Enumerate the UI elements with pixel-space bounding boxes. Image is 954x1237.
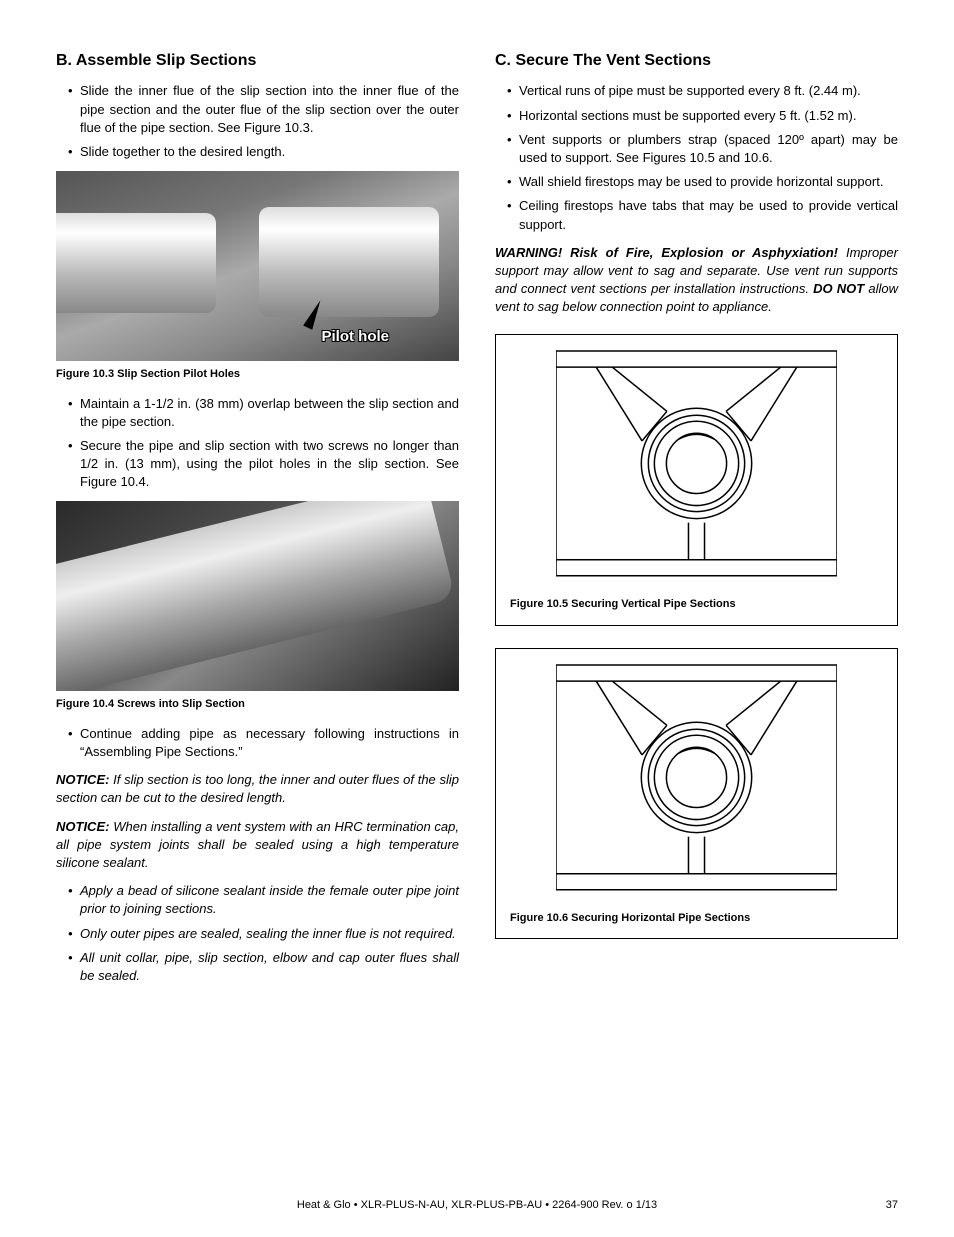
notice-1: NOTICE: If slip section is too long, the… xyxy=(56,771,459,807)
notice-lead: NOTICE: xyxy=(56,819,109,834)
section-b-list-3: Continue adding pipe as necessary follow… xyxy=(56,725,459,761)
list-item: All unit collar, pipe, slip section, elb… xyxy=(68,949,459,985)
pilot-hole-label: Pilot hole xyxy=(322,326,390,347)
list-item: Only outer pipes are sealed, sealing the… xyxy=(68,925,459,943)
list-item: Slide together to the desired length. xyxy=(68,143,459,161)
figure-10-4-caption: Figure 10.4 Screws into Slip Section xyxy=(56,697,459,712)
list-item: Vertical runs of pipe must be supported … xyxy=(507,82,898,100)
figure-10-6-caption: Figure 10.6 Securing Horizontal Pipe Sec… xyxy=(496,901,897,938)
section-c-heading: C. Secure The Vent Sections xyxy=(495,50,898,72)
list-item: Continue adding pipe as necessary follow… xyxy=(68,725,459,761)
section-b-list-4: Apply a bead of silicone sealant inside … xyxy=(56,882,459,985)
list-item: Ceiling firestops have tabs that may be … xyxy=(507,197,898,233)
vertical-strap-svg xyxy=(556,345,837,582)
pipe-illustration xyxy=(56,501,455,691)
list-item: Slide the inner flue of the slip section… xyxy=(68,82,459,137)
list-item: Vent supports or plumbers strap (spaced … xyxy=(507,131,898,167)
section-b-heading: B. Assemble Slip Sections xyxy=(56,50,459,72)
left-column: B. Assemble Slip Sections Slide the inne… xyxy=(56,50,459,995)
figure-10-6-diagram xyxy=(496,649,897,901)
notice-lead: NOTICE: xyxy=(56,772,109,787)
figure-10-3-photo: Pilot hole xyxy=(56,171,459,361)
notice-body: When installing a vent system with an HR… xyxy=(56,819,459,870)
horizontal-strap-svg xyxy=(556,659,837,896)
section-c-list: Vertical runs of pipe must be supported … xyxy=(495,82,898,233)
list-item: Apply a bead of silicone sealant inside … xyxy=(68,882,459,918)
page-footer: Heat & Glo • XLR-PLUS-N-AU, XLR-PLUS-PB-… xyxy=(56,1198,898,1213)
footer-page-number: 37 xyxy=(858,1198,898,1213)
pipe-right-illustration xyxy=(259,207,439,317)
figure-10-5-diagram xyxy=(496,335,897,587)
figure-10-3-caption: Figure 10.3 Slip Section Pilot Holes xyxy=(56,367,459,382)
section-b-list-2: Maintain a 1-1/2 in. (38 mm) overlap bet… xyxy=(56,395,459,492)
footer-center-text: Heat & Glo • XLR-PLUS-N-AU, XLR-PLUS-PB-… xyxy=(96,1198,858,1213)
list-item: Wall shield firestops may be used to pro… xyxy=(507,173,898,191)
right-column: C. Secure The Vent Sections Vertical run… xyxy=(495,50,898,995)
figure-10-6-box: Figure 10.6 Securing Horizontal Pipe Sec… xyxy=(495,648,898,939)
pipe-left-illustration xyxy=(56,213,216,313)
notice-body: If slip section is too long, the inner a… xyxy=(56,772,459,805)
list-item: Horizontal sections must be supported ev… xyxy=(507,107,898,125)
list-item: Maintain a 1-1/2 in. (38 mm) overlap bet… xyxy=(68,395,459,431)
list-item: Secure the pipe and slip section with tw… xyxy=(68,437,459,492)
figure-10-4-photo xyxy=(56,501,459,691)
warning-paragraph: WARNING! Risk of Fire, Explosion or Asph… xyxy=(495,244,898,317)
warning-lead: WARNING! Risk of Fire, Explosion or Asph… xyxy=(495,245,838,260)
figure-10-5-box: Figure 10.5 Securing Vertical Pipe Secti… xyxy=(495,334,898,625)
warning-donot: DO NOT xyxy=(813,281,864,296)
notice-2: NOTICE: When installing a vent system wi… xyxy=(56,818,459,873)
figure-10-5-caption: Figure 10.5 Securing Vertical Pipe Secti… xyxy=(496,587,897,624)
section-b-list-1: Slide the inner flue of the slip section… xyxy=(56,82,459,161)
